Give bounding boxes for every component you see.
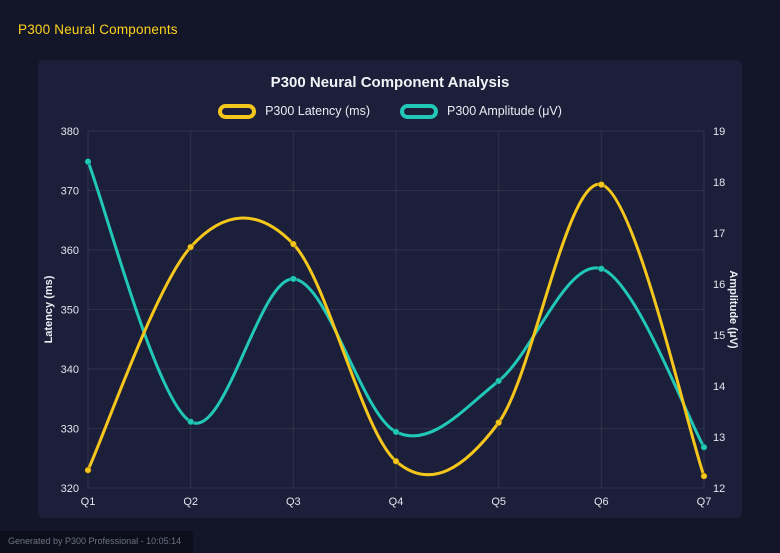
data-point[interactable] — [597, 265, 606, 273]
x-axis-tick: Q5 — [491, 496, 506, 508]
left-axis-title: Latency (ms) — [43, 275, 55, 343]
legend-label-amplitude: P300 Amplitude (μV) — [447, 104, 562, 118]
data-point[interactable] — [186, 243, 195, 251]
chart-title: P300 Neural Component Analysis — [270, 74, 510, 91]
right-axis-tick: 18 — [713, 177, 725, 189]
right-axis-tick: 14 — [713, 381, 725, 393]
x-axis-tick: Q6 — [594, 496, 609, 508]
left-axis-tick: 320 — [61, 483, 79, 495]
data-point[interactable] — [700, 443, 708, 451]
data-point[interactable] — [392, 457, 400, 465]
left-axis-tick: 380 — [61, 126, 79, 138]
latency-legend-marker — [218, 103, 257, 119]
chart-legend: P300 Latency (ms) P300 Amplitude (μV) — [38, 101, 742, 121]
x-axis-tick: Q7 — [697, 496, 712, 508]
chart-panel: P300 Neural Component Analysis P300 Late… — [38, 60, 742, 518]
right-axis-title: Amplitude (μV) — [727, 270, 739, 349]
page-title: P300 Neural Components — [18, 22, 178, 37]
left-axis-tick: 330 — [61, 424, 79, 436]
legend-label-latency: P300 Latency (ms) — [265, 104, 370, 118]
data-point[interactable] — [494, 377, 503, 385]
right-axis-tick: 17 — [713, 228, 725, 240]
data-point[interactable] — [392, 428, 400, 436]
left-axis-tick: 360 — [61, 245, 79, 257]
right-axis-tick: 19 — [713, 126, 725, 138]
data-point[interactable] — [494, 418, 503, 427]
data-point[interactable] — [289, 240, 298, 248]
left-axis-tick: 370 — [61, 186, 79, 198]
right-axis-tick: 13 — [713, 432, 725, 444]
data-point[interactable] — [700, 472, 708, 480]
data-point[interactable] — [597, 180, 606, 189]
legend-item-amplitude[interactable]: P300 Amplitude (μV) — [400, 103, 562, 119]
x-axis-tick: Q4 — [389, 496, 404, 508]
data-point[interactable] — [186, 418, 195, 426]
data-point[interactable] — [289, 275, 298, 283]
left-axis-tick: 340 — [61, 364, 79, 376]
x-axis-tick: Q3 — [286, 496, 301, 508]
right-axis-tick: 15 — [713, 330, 725, 342]
legend-item-latency[interactable]: P300 Latency (ms) — [218, 103, 370, 119]
right-axis-tick: 16 — [713, 279, 725, 291]
x-axis-tick: Q2 — [183, 496, 198, 508]
right-axis-tick: 12 — [713, 483, 725, 495]
amplitude-legend-marker — [400, 103, 438, 119]
status-bar: Generated by P300 Professional - 10:05:1… — [0, 531, 194, 553]
data-point[interactable] — [84, 157, 92, 166]
data-point[interactable] — [84, 466, 92, 474]
x-axis-tick: Q1 — [81, 496, 96, 508]
status-text: Generated by P300 Professional - 10:05:1… — [8, 536, 182, 546]
left-axis-tick: 350 — [61, 305, 79, 317]
